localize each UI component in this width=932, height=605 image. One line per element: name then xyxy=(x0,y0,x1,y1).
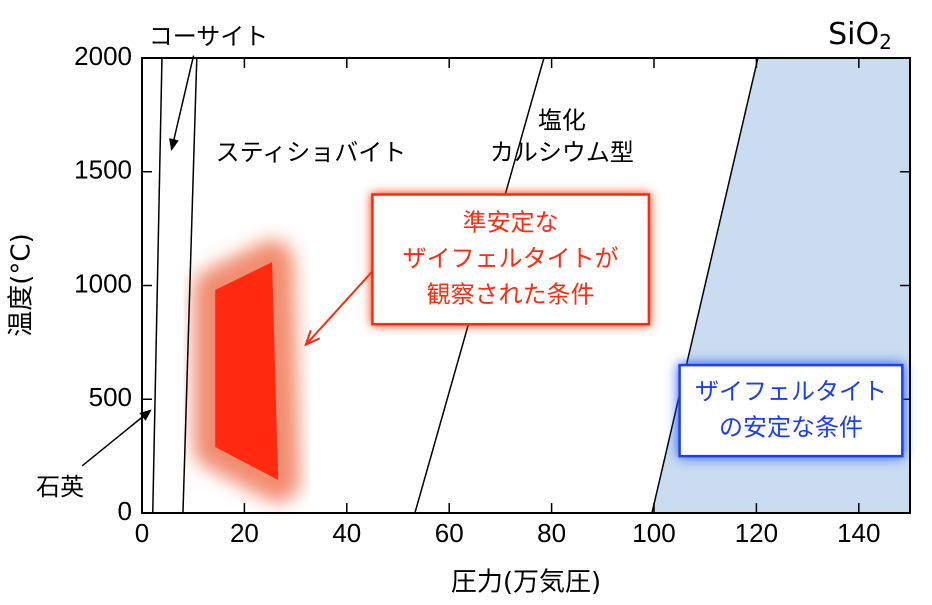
annotation-box xyxy=(678,363,904,458)
x-axis-label: 圧力(万気圧) xyxy=(451,568,601,598)
phase-label: 塩化カルシウム型 xyxy=(490,107,634,167)
y-tick-label: 500 xyxy=(89,382,132,412)
phase-boundary xyxy=(182,57,198,514)
annotation-line: の安定な条件 xyxy=(719,414,863,442)
annotation-box xyxy=(371,193,651,326)
annotation-line: ザイフェルタイトが xyxy=(403,244,619,272)
annotation-line: 観察された条件 xyxy=(427,280,595,308)
x-tick-label: 20 xyxy=(230,518,259,548)
y-tick-label: 2000 xyxy=(74,41,132,71)
x-tick-label: 0 xyxy=(135,518,149,548)
phase-label: スティショバイト xyxy=(216,139,407,167)
y-tick-label: 0 xyxy=(118,496,132,526)
y-tick-label: 1500 xyxy=(74,155,132,185)
title-subscript: 2 xyxy=(879,30,892,54)
x-tick-label: 40 xyxy=(332,518,361,548)
phase-label-line: 石英 xyxy=(36,473,84,501)
phase-label: 石英 xyxy=(36,473,84,501)
phase-boundary xyxy=(152,57,163,514)
x-tick-label: 140 xyxy=(837,518,880,548)
annotation-arrow xyxy=(169,55,195,151)
phase-label-line: コーサイト xyxy=(149,23,269,51)
title-text: SiO xyxy=(828,17,879,52)
annotation-text: 準安定なザイフェルタイトが観察された条件 xyxy=(403,208,619,308)
chart-title: SiO2 xyxy=(828,17,892,54)
x-tick-label: 60 xyxy=(435,518,464,548)
phase-label-line: スティショバイト xyxy=(216,139,407,167)
x-tick-label: 120 xyxy=(735,518,778,548)
y-tick-label: 1000 xyxy=(74,268,132,298)
phase-label-line: カルシウム型 xyxy=(490,139,634,167)
phase-boundary xyxy=(651,57,759,514)
phase-region xyxy=(215,262,279,481)
annotation-line: ザイフェルタイト xyxy=(695,378,887,406)
y-axis-label: 温度(°C) xyxy=(7,233,37,336)
phase-label-line: 塩化 xyxy=(538,107,586,135)
annotation-arrow xyxy=(306,270,374,344)
phase-label: コーサイト xyxy=(149,23,269,51)
annotation-line: 準安定な xyxy=(463,208,559,236)
x-tick-label: 100 xyxy=(632,518,675,548)
x-tick-label: 80 xyxy=(537,518,566,548)
annotation-text: ザイフェルタイトの安定な条件 xyxy=(695,378,887,442)
annotation-arrow xyxy=(81,409,152,467)
